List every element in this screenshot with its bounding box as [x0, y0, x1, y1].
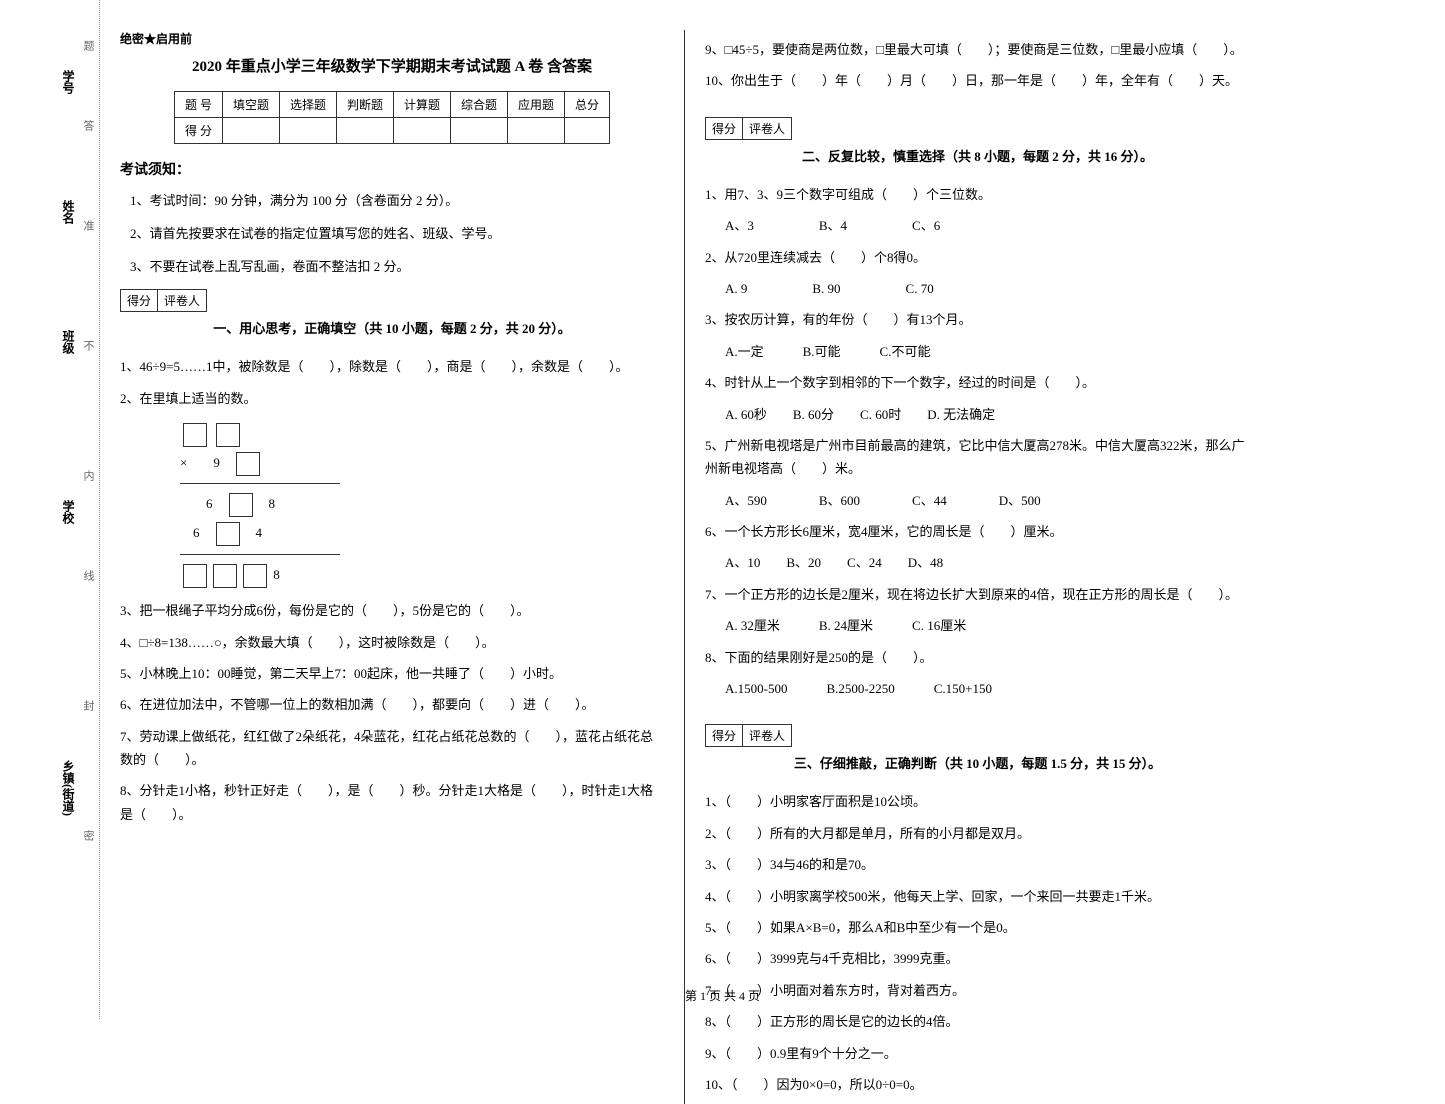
sec1-title: 一、用心思考，正确填空（共 10 小题，每题 2 分，共 20 分）。: [213, 318, 571, 337]
side-d4: 内: [80, 470, 96, 481]
gb1b: 评卷人: [158, 290, 206, 311]
s3q6: 6、（ ）3999克与4千克相比，3999克重。: [705, 947, 1250, 970]
grade-box-1: 得分评卷人: [120, 289, 207, 312]
side-d2: 准: [80, 220, 96, 231]
s1q5: 5、小林晚上10：00睡觉，第二天早上7：00起床，他一共睡了（ ）小时。: [120, 662, 664, 685]
figure: × 9 6 8 6 4 8: [180, 420, 664, 589]
binding-sidebar: 学号 姓名 班级 学校 乡镇(街道) 题 答 准 不 内 线 封 密: [0, 0, 100, 1019]
s3q2: 2、（ ）所有的大月都是单月，所有的小月都是双月。: [705, 822, 1250, 845]
s2q4o: A. 60秒 B. 60分 C. 60时 D. 无法确定: [725, 403, 1250, 426]
side-xuexiao: 学校: [60, 500, 77, 524]
right-column: 9、□45÷5，要使商是两位数，□里最大可填（ ）；要使商是三位数，□里最小应填…: [685, 30, 1260, 1104]
s3q5: 5、（ ）如果A×B=0，那么A和B中至少有一个是0。: [705, 916, 1250, 939]
grade-box-2: 得分评卷人: [705, 117, 792, 140]
s3q9: 9、（ ）0.9里有9个十分之一。: [705, 1042, 1250, 1065]
exam-title: 2020 年重点小学三年级数学下学期期末考试试题 A 卷 含答案: [120, 55, 664, 76]
notice-1: 1、考试时间：90 分钟，满分为 100 分（含卷面分 2 分）。: [130, 191, 664, 212]
s1q3: 3、把一根绳子平均分成6份，每份是它的（ ），5份是它的（ ）。: [120, 599, 664, 622]
s1q4: 4、□÷8=138……○，余数最大填（ ），这时被除数是（ ）。: [120, 631, 664, 654]
notice-head: 考试须知：: [120, 159, 664, 179]
th5: 综合题: [451, 92, 508, 118]
s1q6: 6、在进位加法中，不管哪一位上的数相加满（ ），都要向（ ）进（ ）。: [120, 693, 664, 716]
notice-3: 3、不要在试卷上乱写乱画，卷面不整洁扣 2 分。: [130, 257, 664, 278]
score-table: 题 号 填空题 选择题 判断题 计算题 综合题 应用题 总分 得 分: [174, 91, 610, 144]
s2q8o: A.1500-500 B.2500-2250 C.150+150: [725, 677, 1250, 700]
s2q6: 6、一个长方形长6厘米，宽4厘米，它的周长是（ ）厘米。: [705, 520, 1250, 543]
th2: 选择题: [279, 92, 336, 118]
side-d6: 封: [80, 700, 96, 711]
s3q1: 1、（ ）小明家客厅面积是10公顷。: [705, 790, 1250, 813]
gb2b: 评卷人: [743, 118, 791, 139]
s3q3: 3、（ ）34与46的和是70。: [705, 853, 1250, 876]
s1q8: 8、分针走1小格，秒针正好走（ ），是（ ）秒。分针走1大格是（ ），时针走1大…: [120, 779, 664, 826]
s1q2: 2、在里填上适当的数。: [120, 387, 664, 410]
s1q9: 9、□45÷5，要使商是两位数，□里最大可填（ ）；要使商是三位数，□里最小应填…: [705, 38, 1250, 61]
sec2-title: 二、反复比较，慎重选择（共 8 小题，每题 2 分，共 16 分）。: [802, 146, 1153, 165]
s2q8: 8、下面的结果刚好是250的是（ ）。: [705, 646, 1250, 669]
side-banji: 班级: [60, 330, 77, 354]
side-d1: 答: [80, 120, 96, 131]
s2q6o: A、10 B、20 C、24 D、48: [725, 551, 1250, 574]
s2q5: 5、广州新电视塔是广州市目前最高的建筑，它比中信大厦高278米。中信大厦高322…: [705, 434, 1250, 481]
s2q5o: A、590 B、600 C、44 D、500: [725, 489, 1250, 512]
grade-box-3: 得分评卷人: [705, 724, 792, 747]
s2q2: 2、从720里连续减去（ ）个8得0。: [705, 246, 1250, 269]
th0: 题 号: [174, 92, 222, 118]
side-xuehao: 学号: [60, 70, 77, 94]
side-d3: 不: [80, 340, 96, 351]
gb1a: 得分: [121, 290, 158, 311]
th6: 应用题: [508, 92, 565, 118]
s3q10: 10、（ ）因为0×0=0，所以0÷0=0。: [705, 1073, 1250, 1096]
th4: 计算题: [394, 92, 451, 118]
main-content: 绝密★启用前 2020 年重点小学三年级数学下学期期末考试试题 A 卷 含答案 …: [110, 30, 1375, 1104]
s3q4: 4、（ ）小明家离学校500米，他每天上学、回家，一个来回一共要走1千米。: [705, 885, 1250, 908]
s2q1o: A、3 B、4 C、6: [725, 214, 1250, 237]
th7: 总分: [565, 92, 610, 118]
notice-2: 2、请首先按要求在试卷的指定位置填写您的姓名、班级、学号。: [130, 224, 664, 245]
s2q7: 7、一个正方形的边长是2厘米，现在将边长扩大到原来的4倍，现在正方形的周长是（ …: [705, 583, 1250, 606]
s1q10: 10、你出生于（ ）年（ ）月（ ）日，那一年是（ ）年，全年有（ ）天。: [705, 69, 1250, 92]
page-footer: 第 1 页 共 4 页: [0, 987, 1445, 1004]
side-d0: 题: [80, 40, 96, 51]
side-d7: 密: [80, 830, 96, 841]
s2q3o: A.一定 B.可能 C.不可能: [725, 340, 1250, 363]
s2q4: 4、时针从上一个数字到相邻的下一个数字，经过的时间是（ ）。: [705, 371, 1250, 394]
s2q7o: A. 32厘米 B. 24厘米 C. 16厘米: [725, 614, 1250, 637]
s1q1: 1、46÷9=5……1中，被除数是（ ），除数是（ ），商是（ ），余数是（ ）…: [120, 355, 664, 378]
side-xingming: 姓名: [60, 200, 77, 224]
gb2a: 得分: [706, 118, 743, 139]
side-xiangzhen: 乡镇(街道): [60, 760, 77, 816]
side-d5: 线: [80, 570, 96, 581]
th3: 判断题: [336, 92, 393, 118]
gb3a: 得分: [706, 725, 743, 746]
s3q8: 8、（ ）正方形的周长是它的边长的4倍。: [705, 1010, 1250, 1033]
sec3-title: 三、仔细推敲，正确判断（共 10 小题，每题 1.5 分，共 15 分）。: [794, 753, 1161, 772]
s2q3: 3、按农历计算，有的年份（ ）有13个月。: [705, 308, 1250, 331]
s2q1: 1、用7、3、9三个数字可组成（ ）个三位数。: [705, 183, 1250, 206]
s2q2o: A. 9 B. 90 C. 70: [725, 277, 1250, 300]
row-label: 得 分: [174, 118, 222, 144]
s1q7: 7、劳动课上做纸花，红红做了2朵纸花，4朵蓝花，红花占纸花总数的（ ），蓝花占纸…: [120, 725, 664, 772]
gb3b: 评卷人: [743, 725, 791, 746]
left-column: 绝密★启用前 2020 年重点小学三年级数学下学期期末考试试题 A 卷 含答案 …: [110, 30, 685, 1104]
th1: 填空题: [222, 92, 279, 118]
secret-label: 绝密★启用前: [120, 30, 664, 47]
